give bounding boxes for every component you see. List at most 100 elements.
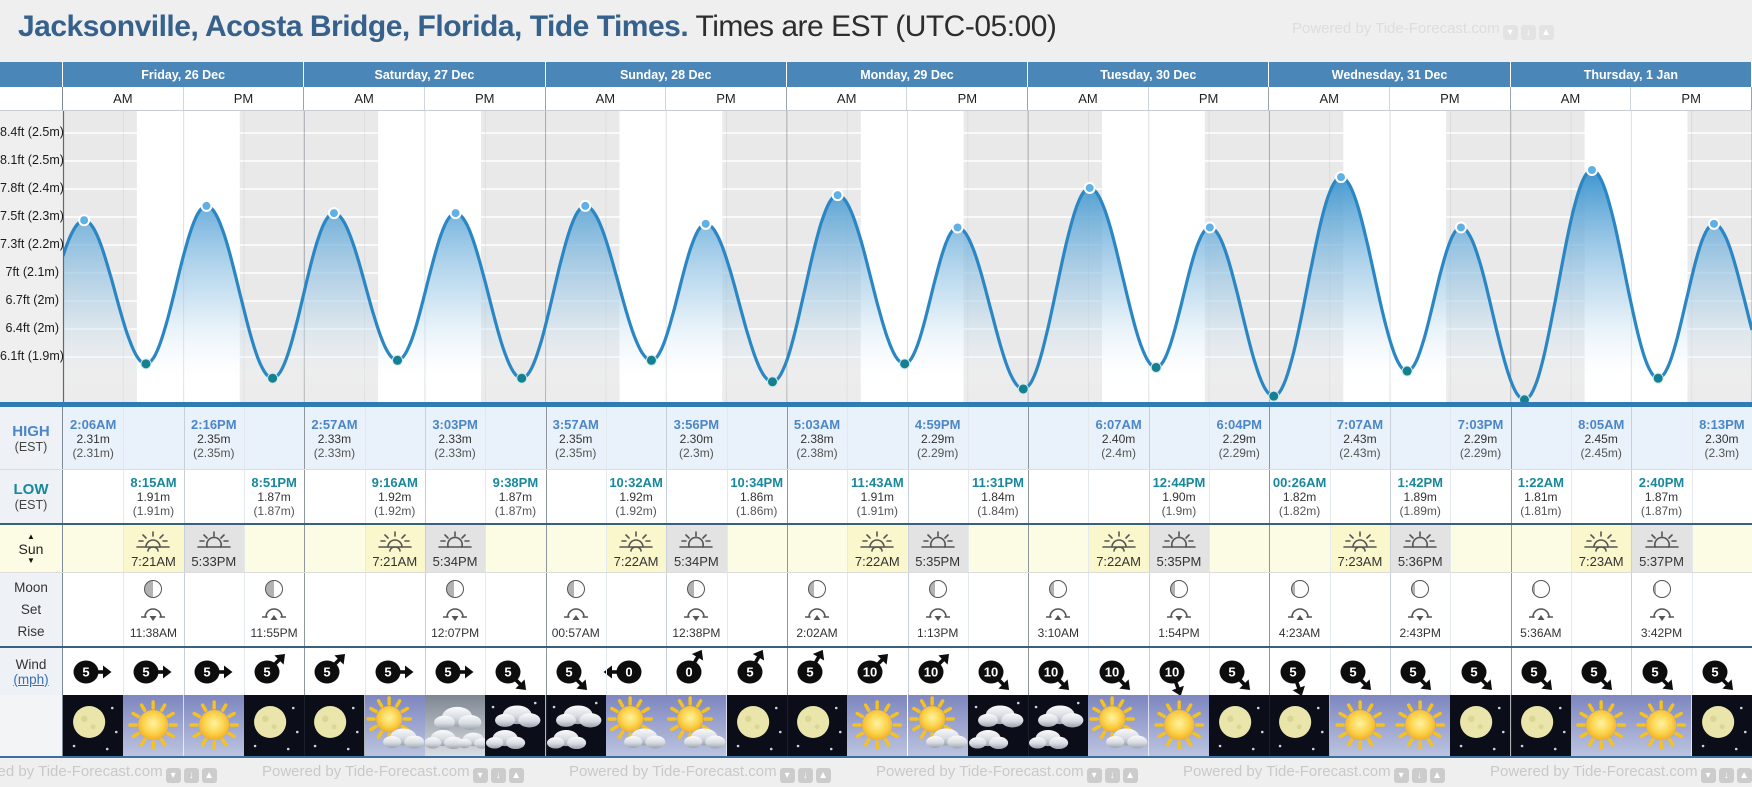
- low-tide-cell: 10:32AM 1.92m (1.92m): [606, 470, 666, 523]
- column-separator: [304, 407, 306, 469]
- high-tide-height-alt: (2.38m): [796, 445, 838, 460]
- low-tide-dot: [1268, 390, 1280, 402]
- sunrise-cell: 7:22AM: [605, 525, 667, 572]
- weather-tile: [123, 695, 184, 756]
- wind-cell: 5: [425, 648, 485, 695]
- wind-cell: 5: [727, 648, 787, 695]
- column-separator: [364, 470, 366, 523]
- sunset-arrow-icon: ▼: [27, 555, 35, 565]
- moon-rise-icon: [1528, 607, 1553, 620]
- weather-tile: [967, 695, 1029, 756]
- column-separator: [786, 525, 788, 572]
- sunrise-icon: [860, 530, 895, 552]
- weather-sunny-icon: [847, 695, 908, 756]
- sunset-icon: [196, 530, 231, 548]
- svg-text:10: 10: [1104, 664, 1118, 679]
- wind-arrow-icon: 10: [1159, 660, 1185, 696]
- column-separator: [123, 470, 125, 523]
- wind-arrow-icon: 5: [1400, 660, 1432, 690]
- sunrise-time: 7:23AM: [1578, 553, 1624, 569]
- low-tide-dot: [140, 358, 152, 370]
- low-tide-row: LOW (EST) 8:15AM 1.91m (1.91m) 8:51PM 1.87m(…: [0, 470, 1752, 525]
- wind-cell: 5: [485, 648, 545, 695]
- watermark-footer: Powered by Tide-Forecast.com▾↓▲: [569, 763, 831, 783]
- column-separator: [1510, 573, 1512, 646]
- high-tide-dot: [1585, 164, 1598, 176]
- wind-arrow-icon: 5: [1280, 660, 1306, 696]
- high-tide-height-alt: (2.4m): [1101, 445, 1136, 460]
- moon-rise-cell: 11:55PM: [244, 573, 304, 646]
- sunset-cell: 5:33PM: [183, 525, 244, 572]
- high-tide-time: 7:03PM: [1457, 416, 1504, 432]
- high-tide-cell: 8:05AM 2.45m (2.45m): [1571, 407, 1631, 469]
- weather-clear-night-icon: [1269, 695, 1330, 756]
- wind-cell: 5: [1571, 648, 1631, 695]
- column-separator: [1148, 407, 1150, 469]
- low-tide-time: 11:43AM: [850, 475, 904, 490]
- column-separator: [304, 525, 306, 572]
- column-separator: [123, 573, 125, 646]
- column-separator: [1691, 407, 1693, 469]
- weather-row: [0, 695, 1752, 758]
- subheader-pm: PM: [1149, 87, 1270, 110]
- svg-text:10: 10: [1165, 664, 1179, 679]
- low-tide-height-alt: (1.87m): [1640, 504, 1683, 518]
- moon-rise-cell: 5:36AM: [1511, 573, 1571, 646]
- column-separator: [1390, 648, 1392, 695]
- sunset-cell: 5:36PM: [1390, 525, 1451, 572]
- svg-text:5: 5: [384, 664, 391, 679]
- watermark-text: Powered by Tide-Forecast.com: [1490, 763, 1698, 780]
- wind-arrow-icon: 5: [1642, 660, 1673, 690]
- wind-cell: 10: [968, 648, 1028, 695]
- app-badge-icon: ▾: [165, 768, 181, 783]
- column-separator: [967, 648, 969, 695]
- sunrise-time: 7:22AM: [613, 553, 659, 569]
- sunset-time: 5:35PM: [915, 553, 961, 569]
- day-header-1: Friday, 26 Dec: [63, 62, 305, 87]
- sunrise-arrow-icon: ▲: [27, 531, 35, 541]
- moon-rise-cell: 00:57AM: [546, 573, 606, 646]
- wind-cell: 5: [1511, 648, 1571, 695]
- moon-phase-icon: [1049, 580, 1068, 598]
- column-separator: [304, 573, 306, 646]
- sunrise-icon: [1343, 530, 1377, 552]
- low-tide-height-alt: (1.87m): [494, 504, 537, 518]
- y-axis-label: 7.5ft (2.3m): [0, 209, 64, 223]
- watermark-text: Powered by Tide-Forecast.com: [876, 763, 1084, 780]
- high-tide-height: 2.43m: [1343, 431, 1377, 446]
- high-tide-height-alt: (2.3m): [1704, 445, 1740, 460]
- low-tide-time: 8:15AM: [130, 475, 177, 490]
- watermark-text: Powered by Tide-Forecast.com: [0, 763, 163, 780]
- app-badge-icon: ▾: [779, 768, 795, 783]
- day-header-4: Monday, 29 Dec: [786, 62, 1029, 87]
- weather-tile: [1450, 695, 1511, 756]
- watermark-footer: Powered by Tide-Forecast.com▾↓▲: [262, 763, 524, 783]
- wind-cell: 5: [184, 648, 244, 695]
- weather-cloudy-night-icon: [1028, 695, 1089, 756]
- high-tide-height: 2.45m: [1584, 431, 1618, 446]
- sunset-time: 5:34PM: [673, 553, 719, 569]
- high-tide-time: 5:03AM: [793, 416, 841, 432]
- column-separator: [967, 573, 969, 646]
- column-separator: [1571, 573, 1573, 646]
- wind-cell: 5: [63, 648, 123, 695]
- column-separator: [907, 573, 909, 646]
- column-separator: [1631, 525, 1633, 572]
- sunset-icon: [1403, 530, 1438, 548]
- column-separator: [1269, 573, 1271, 646]
- wind-cell: 5: [244, 648, 304, 695]
- y-axis-label: 6.7ft (2m): [5, 293, 60, 307]
- weather-clear-night-icon: [1209, 695, 1270, 756]
- column-separator: [485, 573, 487, 646]
- wind-unit-link[interactable]: (mph): [13, 671, 49, 687]
- low-tide-time: 9:16AM: [371, 475, 418, 490]
- app-badge-icon: ▲: [1429, 768, 1445, 783]
- wind-arrow-icon: 5: [133, 660, 172, 683]
- high-tide-time: 8:13PM: [1699, 416, 1745, 432]
- column-separator: [1691, 573, 1693, 646]
- column-separator: [907, 470, 909, 523]
- high-tide-height-alt: (2.29m): [916, 445, 959, 460]
- high-tide-time: 3:56PM: [673, 416, 720, 432]
- moon-set-icon: [443, 607, 468, 621]
- wind-cell: 5: [787, 648, 847, 695]
